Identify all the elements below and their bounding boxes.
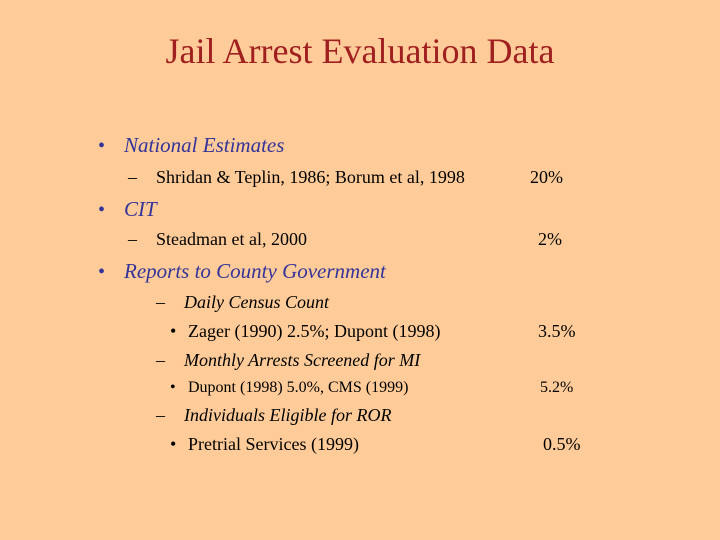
bullet-icon: • [98, 199, 106, 221]
bullet-icon: • [98, 261, 106, 283]
value-national-estimates: 20% [530, 167, 563, 187]
sub-item-daily-census: Daily Census Count [184, 292, 330, 312]
bullet-national-estimates: National Estimates [124, 133, 285, 157]
sub-item-shridan-teplin: Shridan & Teplin, 1986; Borum et al, 199… [156, 167, 465, 187]
sub-item-monthly-arrests: Monthly Arrests Screened for MI [184, 350, 421, 370]
detail-zager-dupont: Zager (1990) 2.5%; Dupont (1998) [188, 321, 441, 341]
value-cit: 2% [538, 229, 562, 249]
detail-dupont-cms: Dupont (1998) 5.0%, CMS (1999) [188, 379, 409, 396]
dash-icon: – [156, 405, 165, 425]
dash-icon: – [156, 350, 165, 370]
sub-item-individuals-ror: Individuals Eligible for ROR [184, 405, 392, 425]
bullet-icon: • [170, 321, 177, 341]
bullet-icon: • [170, 434, 177, 454]
sub-item-steadman: Steadman et al, 2000 [156, 229, 307, 249]
dash-icon: – [156, 292, 165, 312]
bullet-icon: • [170, 379, 176, 396]
bullet-cit: CIT [124, 197, 157, 221]
slide-title: Jail Arrest Evaluation Data [165, 31, 555, 71]
value-monthly-arrests: 5.2% [540, 379, 574, 396]
bullet-icon: • [98, 135, 106, 157]
dash-icon: – [128, 229, 137, 249]
detail-pretrial-services: Pretrial Services (1999) [188, 434, 359, 454]
dash-icon: – [128, 167, 137, 187]
bullet-reports-county: Reports to County Government [124, 259, 386, 283]
value-individuals-ror: 0.5% [543, 434, 581, 454]
value-daily-census: 3.5% [538, 321, 576, 341]
